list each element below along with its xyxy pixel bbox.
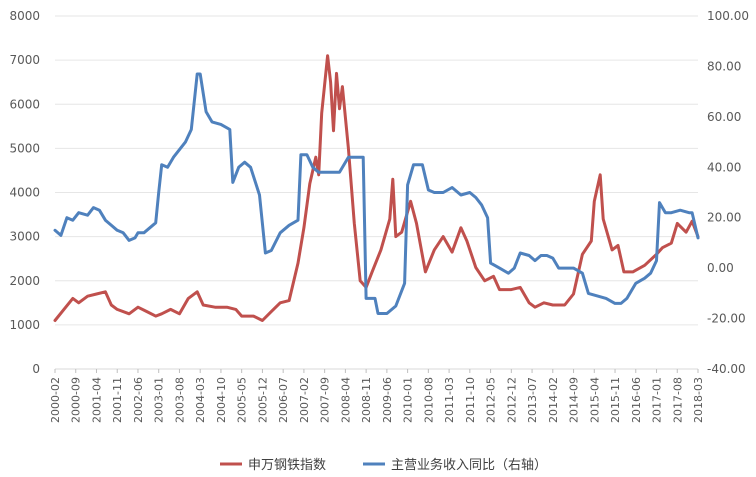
right-tick-label: 60.00 (707, 110, 741, 124)
left-tick-label: 6000 (9, 97, 40, 111)
x-tick-label: 2009-06 (381, 377, 394, 423)
series-line-2 (53, 72, 700, 315)
x-tick-label: 2017-01 (651, 377, 664, 423)
x-tick-label: 2014-02 (547, 377, 560, 423)
x-tick-label: 2011-10 (464, 377, 477, 423)
x-tick-label: 2004-10 (215, 377, 228, 423)
x-tick-label: 2001-04 (90, 377, 103, 423)
x-axis-ticks: 2000-02 2000-09 2001-04 2001-11 2002-06 2003-… (49, 369, 705, 423)
grid-lines (55, 15, 698, 326)
left-axis-ticks: 0 1000 2000 3000 4000 5000 6000 7000 8000 (9, 9, 40, 376)
x-tick-label: 2005-12 (256, 377, 269, 423)
x-tick-label: 2002-06 (132, 377, 145, 423)
left-tick-label: 5000 (9, 141, 40, 155)
left-tick-label: 4000 (9, 186, 40, 200)
left-tick-label: 0 (32, 362, 40, 376)
x-tick-label: 2012-05 (485, 377, 498, 423)
x-tick-label: 2011-03 (443, 377, 456, 423)
x-tick-label: 2003-08 (173, 377, 186, 423)
right-tick-label: 0.00 (707, 261, 734, 275)
legend: 申万钢铁指数 主营业务收入同比（右轴） (220, 457, 547, 473)
x-tick-label: 2016-06 (630, 377, 643, 423)
left-tick-label: 3000 (9, 230, 40, 244)
x-tick-label: 2003-01 (153, 377, 166, 423)
left-tick-label: 2000 (9, 274, 40, 288)
right-tick-label: -40.00 (707, 362, 746, 376)
x-tick-label: 2017-08 (671, 377, 684, 423)
x-tick-label: 2010-01 (402, 377, 415, 423)
x-tick-label: 2012-12 (505, 377, 518, 423)
x-tick-label: 2000-09 (70, 377, 83, 423)
x-tick-label: 2018-03 (692, 377, 705, 423)
x-tick-label: 2000-02 (49, 377, 62, 423)
x-tick-label: 2015-04 (588, 377, 601, 423)
x-tick-label: 2001-11 (111, 377, 124, 423)
legend-label: 申万钢铁指数 (248, 458, 326, 473)
right-axis-ticks: -40.00 -20.00 0.00 20.00 40.00 60.00 80.00 100.… (707, 9, 749, 376)
x-tick-label: 2005-05 (236, 377, 249, 423)
legend-label: 主营业务收入同比（右轴） (391, 457, 547, 473)
right-tick-label: 40.00 (707, 160, 741, 174)
left-tick-label: 8000 (9, 9, 40, 23)
x-tick-label: 2013-07 (526, 377, 539, 423)
series-lines (53, 54, 700, 322)
x-tick-label: 2007-02 (298, 377, 311, 423)
x-tick-label: 2015-11 (609, 377, 622, 423)
right-tick-label: -20.00 (707, 312, 746, 326)
x-tick-label: 2014-09 (568, 377, 581, 423)
x-tick-label: 2008-04 (339, 377, 352, 423)
x-tick-label: 2004-03 (194, 377, 207, 423)
right-tick-label: 80.00 (707, 59, 741, 73)
x-tick-label: 2010-08 (422, 377, 435, 423)
x-tick-label: 2006-07 (277, 377, 290, 423)
right-tick-label: 20.00 (707, 211, 741, 225)
left-tick-label: 1000 (9, 318, 40, 332)
x-tick-label: 2007-09 (319, 377, 332, 423)
right-tick-label: 100.00 (707, 9, 749, 23)
x-tick-label: 2008-11 (360, 377, 373, 423)
left-tick-label: 7000 (9, 53, 40, 67)
